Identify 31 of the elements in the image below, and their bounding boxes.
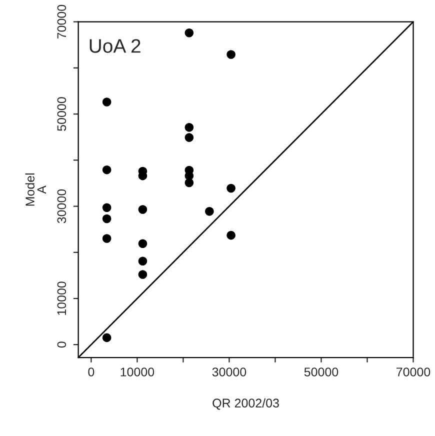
x-tick-label: 50000 [304,368,338,376]
point [205,206,214,216]
point [138,239,148,248]
x-tick-label: 0 [88,368,94,376]
point [102,333,112,342]
x-tick-label: 30000 [212,368,246,376]
y-tick-label: 70000 [57,4,66,39]
x-axis-title: QR 2002/03 [212,398,279,410]
point [102,203,112,212]
point [226,184,236,193]
point [184,28,194,38]
point [102,234,112,243]
point [102,165,112,174]
annotation: UoA 2 [90,39,140,53]
point [102,214,112,224]
y-tick-label: 30000 [57,189,66,224]
point [226,230,236,240]
point [138,205,148,214]
point [184,178,194,188]
point [226,50,236,59]
x-tick-label: 70000 [396,368,430,376]
x-tick-label: 10000 [120,368,154,376]
y-axis-title: Model A [25,173,46,206]
y-tick-label: 10000 [57,282,66,315]
point [138,256,148,266]
point [184,133,194,142]
y-tick-label: 50000 [57,97,66,131]
point [102,98,112,106]
point [138,270,148,279]
point [184,123,194,132]
y-tick-label: 0 [57,342,66,348]
